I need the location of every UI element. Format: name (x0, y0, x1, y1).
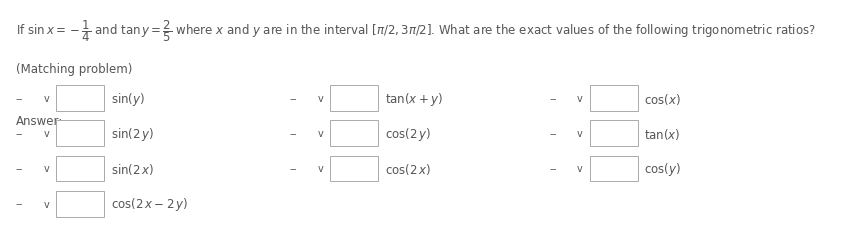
Text: $\tan(x + y)$: $\tan(x + y)$ (385, 90, 443, 108)
Text: v: v (577, 94, 583, 104)
Bar (330, 156, 378, 182)
Bar (56, 86, 104, 112)
Text: $\cos(2\,x)$: $\cos(2\,x)$ (385, 161, 432, 176)
Text: $\sin(2\,x)$: $\sin(2\,x)$ (111, 161, 154, 176)
Text: v: v (317, 129, 324, 139)
Text: (Matching problem): (Matching problem) (16, 63, 132, 76)
Text: $\cos(2\,y)$: $\cos(2\,y)$ (385, 125, 432, 142)
Text: $\sin(2\,y)$: $\sin(2\,y)$ (111, 125, 154, 142)
Text: --: -- (549, 94, 557, 104)
Text: --: -- (16, 94, 23, 104)
Text: --: -- (16, 164, 23, 174)
Text: v: v (43, 94, 49, 104)
Text: v: v (43, 129, 49, 139)
Bar (56, 121, 104, 147)
Text: $\tan(x)$: $\tan(x)$ (644, 126, 681, 141)
Text: $\cos(y)$: $\cos(y)$ (644, 160, 682, 177)
Text: v: v (577, 164, 583, 174)
Text: v: v (317, 94, 324, 104)
Text: If $\sin x = -\dfrac{1}{4}$ and $\tan y = \dfrac{2}{5}$ where $x$ and $y$ are in: If $\sin x = -\dfrac{1}{4}$ and $\tan y … (16, 18, 816, 44)
Text: --: -- (16, 199, 23, 209)
Text: --: -- (290, 164, 298, 174)
Text: --: -- (290, 129, 298, 139)
Bar (330, 86, 378, 112)
Text: v: v (317, 164, 324, 174)
Text: --: -- (549, 129, 557, 139)
Bar (330, 121, 378, 147)
Text: v: v (43, 199, 49, 209)
Text: v: v (43, 164, 49, 174)
Bar (590, 121, 638, 147)
Bar (56, 191, 104, 216)
Bar (590, 156, 638, 182)
Bar (56, 156, 104, 182)
Text: --: -- (290, 94, 298, 104)
Text: Answer:: Answer: (16, 115, 63, 128)
Text: --: -- (549, 164, 557, 174)
Text: $\cos(2\,x - 2\,y)$: $\cos(2\,x - 2\,y)$ (111, 195, 188, 212)
Text: $\sin(y)$: $\sin(y)$ (111, 90, 144, 108)
Text: $\cos(x)$: $\cos(x)$ (644, 92, 682, 106)
Text: --: -- (16, 129, 23, 139)
Text: v: v (577, 129, 583, 139)
Bar (590, 86, 638, 112)
